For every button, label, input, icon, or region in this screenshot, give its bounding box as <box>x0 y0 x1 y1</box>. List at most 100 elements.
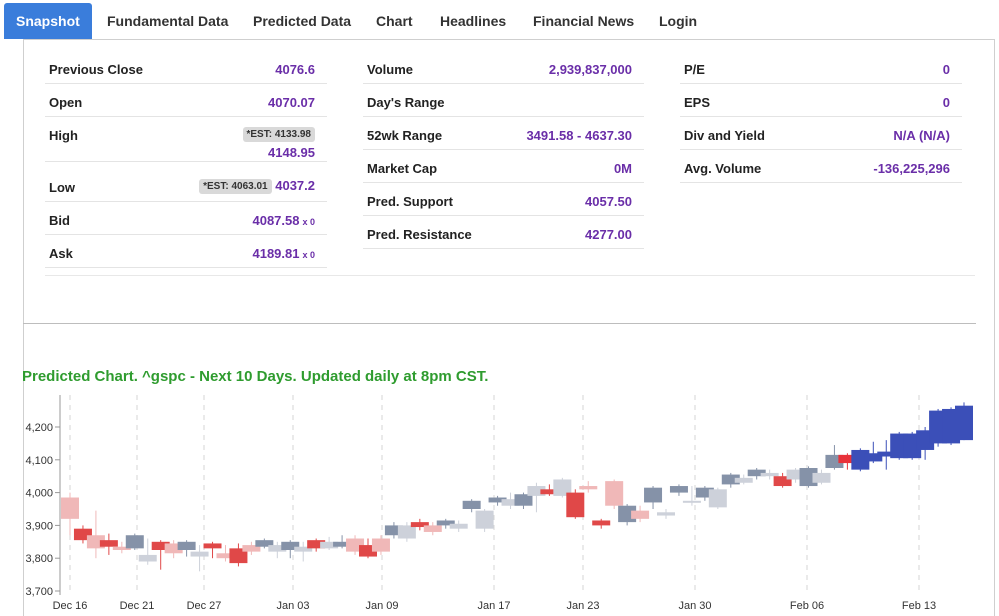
row-open: Open 4070.07 <box>45 84 327 117</box>
ask-value-wrap: 4189.81 x 0 <box>252 246 315 261</box>
label-pe: P/E <box>684 62 705 77</box>
y-tick-label: 4,100 <box>25 455 53 467</box>
candle-body <box>864 453 883 462</box>
candle-body <box>838 454 857 464</box>
candle-body <box>669 486 688 493</box>
label-low: Low <box>49 180 75 195</box>
candle-body <box>151 541 170 550</box>
candle-body <box>359 545 377 557</box>
x-tick-label: Feb 06 <box>790 600 824 612</box>
value-ask: 4189.81 <box>252 246 300 261</box>
value-open: 4070.07 <box>268 95 315 110</box>
value-low: 4037.2 <box>275 178 315 193</box>
snapshot-panel <box>23 39 995 616</box>
candle-body <box>255 540 274 547</box>
candle-body <box>540 489 559 495</box>
x-tick-label: Jan 17 <box>477 600 510 612</box>
y-tick-label: 4,000 <box>25 488 53 500</box>
row-eps: EPS 0 <box>680 84 962 117</box>
chart-title: Predicted Chart. ^gspc - Next 10 Days. U… <box>22 368 489 385</box>
candle-body <box>605 481 624 506</box>
value-avg-volume: -136,225,296 <box>873 161 950 176</box>
candle-body <box>955 405 973 441</box>
tab-login[interactable]: Login <box>659 13 698 29</box>
candle-body <box>61 497 79 519</box>
candle-body <box>138 554 157 562</box>
candle-body <box>177 541 196 550</box>
candle-body <box>125 535 144 549</box>
y-tick-label: 3,900 <box>25 520 53 532</box>
tab-predicted-data[interactable]: Predicted Data <box>253 13 352 29</box>
candle-body <box>527 486 546 496</box>
y-tick-label: 3,700 <box>25 586 53 598</box>
row-pe: P/E 0 <box>680 51 962 84</box>
candle-body <box>708 489 727 508</box>
section-divider-light <box>45 275 975 276</box>
candle-body <box>877 451 896 457</box>
candle-body <box>423 525 442 532</box>
row-high: High *EST: 4133.98 4148.95 <box>45 117 327 162</box>
candle-body <box>410 522 429 528</box>
row-previous-close: Previous Close 4076.6 <box>45 51 327 84</box>
candle-body <box>721 474 740 485</box>
tab-financial-news[interactable]: Financial News <box>533 13 635 29</box>
label-avg-volume: Avg. Volume <box>684 161 762 176</box>
candle-body <box>682 500 701 503</box>
candle-body <box>449 523 468 529</box>
label-previous-close: Previous Close <box>49 62 143 77</box>
candle-body <box>73 528 92 541</box>
candle-body <box>657 512 675 516</box>
y-tick-label: 3,800 <box>25 553 53 565</box>
row-days-range: Day's Range <box>363 84 644 117</box>
tab-headlines[interactable]: Headlines <box>440 13 507 29</box>
candle-body <box>281 541 300 550</box>
candle-body <box>747 469 766 477</box>
row-div-yield: Div and Yield N/A (N/A) <box>680 117 962 150</box>
candle-body <box>320 541 339 549</box>
candle-body <box>475 510 494 529</box>
low-value-wrap: *EST: 4063.01 4037.2 <box>199 177 315 194</box>
candle-body <box>203 543 222 549</box>
candle-body <box>384 525 403 536</box>
tab-snapshot[interactable]: Snapshot <box>4 3 92 39</box>
x-tick-label: Jan 23 <box>566 600 599 612</box>
label-ask: Ask <box>49 246 73 261</box>
candle-body <box>553 479 572 496</box>
row-ask: Ask 4189.81 x 0 <box>45 235 327 268</box>
est-badge-low: *EST: 4063.01 <box>199 179 272 194</box>
ask-size: x 0 <box>302 250 315 260</box>
value-pred-resistance: 4277.00 <box>585 227 632 242</box>
candle-body <box>112 546 131 550</box>
label-high: High <box>49 128 78 143</box>
candle-body <box>242 545 261 552</box>
row-pred-resistance: Pred. Resistance 4277.00 <box>363 216 644 249</box>
row-bid: Bid 4087.58 x 0 <box>45 202 327 235</box>
value-market-cap: 0M <box>613 161 632 176</box>
section-divider <box>23 323 976 324</box>
candle-body <box>734 477 753 483</box>
label-div-yield: Div and Yield <box>684 128 765 143</box>
label-52wk-range: 52wk Range <box>367 128 443 143</box>
value-high: 4148.95 <box>268 145 315 160</box>
row-pred-support: Pred. Support 4057.50 <box>363 183 644 216</box>
x-tick-label: Feb 13 <box>902 600 936 612</box>
candle-body <box>164 543 183 554</box>
est-badge-high: *EST: 4133.98 <box>242 127 315 142</box>
candle-body <box>294 546 313 552</box>
label-pred-support: Pred. Support <box>367 194 453 209</box>
candle-body <box>436 520 455 526</box>
value-previous-close: 4076.6 <box>275 62 315 77</box>
label-bid: Bid <box>49 213 70 228</box>
candle-body <box>397 525 416 539</box>
high-est-wrap: *EST: 4133.98 <box>242 125 315 142</box>
x-tick-label: Dec 27 <box>187 600 222 612</box>
tab-fundamental-data[interactable]: Fundamental Data <box>107 13 229 29</box>
label-pred-resistance: Pred. Resistance <box>367 227 472 242</box>
x-tick-label: Jan 09 <box>365 600 398 612</box>
tab-chart[interactable]: Chart <box>376 13 413 29</box>
label-days-range: Day's Range <box>367 95 445 110</box>
label-open: Open <box>49 95 83 110</box>
row-low: Low *EST: 4063.01 4037.2 <box>45 169 327 202</box>
value-div-yield: N/A (N/A) <box>893 128 950 143</box>
